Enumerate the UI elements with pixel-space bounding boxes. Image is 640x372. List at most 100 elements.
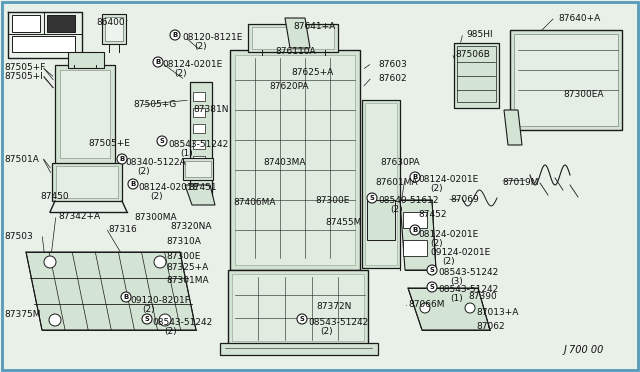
Text: 87625+A: 87625+A <box>291 68 333 77</box>
Text: 87300E: 87300E <box>315 196 349 205</box>
Text: (3): (3) <box>450 277 463 286</box>
Text: 87342+A: 87342+A <box>58 212 100 221</box>
Bar <box>454 43 499 108</box>
Text: 09124-0201E: 09124-0201E <box>430 248 490 257</box>
Text: 87310A: 87310A <box>166 237 201 246</box>
Bar <box>12 15 40 32</box>
Text: (1): (1) <box>180 149 193 158</box>
Bar <box>185 161 211 177</box>
Circle shape <box>49 314 61 326</box>
Text: 87019M: 87019M <box>502 178 538 187</box>
Bar <box>365 103 397 265</box>
Text: 09120-8201F: 09120-8201F <box>130 296 190 305</box>
Text: 87390: 87390 <box>468 292 497 301</box>
Circle shape <box>410 225 420 235</box>
Text: 87450: 87450 <box>40 192 68 201</box>
Text: 08543-51242: 08543-51242 <box>308 318 368 327</box>
Text: 87301MA: 87301MA <box>166 276 209 285</box>
Circle shape <box>142 314 152 324</box>
Circle shape <box>157 136 167 146</box>
Polygon shape <box>504 110 522 145</box>
Circle shape <box>159 314 171 326</box>
Text: S: S <box>145 316 149 322</box>
Circle shape <box>420 303 430 313</box>
Text: 87505+E: 87505+E <box>88 139 130 148</box>
Circle shape <box>170 30 180 40</box>
Text: B: B <box>120 156 125 162</box>
Bar <box>235 55 355 265</box>
Text: 87406MA: 87406MA <box>233 198 275 207</box>
Bar <box>193 124 205 133</box>
Text: (2): (2) <box>150 192 163 201</box>
Circle shape <box>128 179 138 189</box>
Polygon shape <box>26 252 196 330</box>
Bar <box>102 14 126 44</box>
Text: 87372N: 87372N <box>316 302 351 311</box>
Circle shape <box>297 314 307 324</box>
Text: 87640+A: 87640+A <box>558 14 600 23</box>
Text: (2): (2) <box>442 257 454 266</box>
Circle shape <box>44 256 56 268</box>
Text: S: S <box>370 195 374 201</box>
Bar <box>193 92 205 101</box>
Text: (2): (2) <box>320 327 333 336</box>
Circle shape <box>117 154 127 164</box>
Bar <box>193 140 205 149</box>
Text: S: S <box>159 138 164 144</box>
Text: 87602: 87602 <box>378 74 406 83</box>
Text: J 700 00: J 700 00 <box>564 345 604 355</box>
Bar <box>193 108 205 117</box>
Text: 86400: 86400 <box>96 18 125 27</box>
Text: 87069: 87069 <box>450 195 479 204</box>
Text: 08543-51242: 08543-51242 <box>438 285 499 294</box>
Text: S: S <box>429 267 435 273</box>
Bar <box>403 212 427 228</box>
Circle shape <box>367 193 377 203</box>
Text: B: B <box>156 59 161 65</box>
Circle shape <box>410 172 420 182</box>
Bar <box>193 156 205 165</box>
Text: 87320NA: 87320NA <box>170 222 211 231</box>
Text: 08124-0201E: 08124-0201E <box>138 183 198 192</box>
Text: 876110A: 876110A <box>275 47 316 56</box>
Text: (2): (2) <box>390 205 403 214</box>
Text: 87066M: 87066M <box>408 300 445 309</box>
Text: 87381N: 87381N <box>193 105 228 114</box>
Text: (2): (2) <box>174 69 187 78</box>
Text: B: B <box>172 32 178 38</box>
Text: 87501A: 87501A <box>4 155 39 164</box>
Bar <box>403 240 427 256</box>
Bar <box>230 50 360 270</box>
Text: 08543-51242: 08543-51242 <box>152 318 212 327</box>
Text: 08120-8121E: 08120-8121E <box>182 33 243 42</box>
Text: 87630PA: 87630PA <box>380 158 420 167</box>
Bar <box>183 158 213 180</box>
Polygon shape <box>400 200 436 270</box>
Text: B: B <box>412 174 418 180</box>
Text: (2): (2) <box>430 239 443 248</box>
Bar <box>252 27 334 49</box>
Circle shape <box>465 303 475 313</box>
Text: (2): (2) <box>142 305 155 314</box>
Text: 87375M: 87375M <box>4 310 40 319</box>
Text: 87601MA: 87601MA <box>375 178 418 187</box>
Text: 08124-0201E: 08124-0201E <box>418 175 478 184</box>
Text: 08124-0201E: 08124-0201E <box>418 230 478 239</box>
Text: S: S <box>300 316 305 322</box>
Text: 87403MA: 87403MA <box>263 158 305 167</box>
Text: 87300E: 87300E <box>166 252 200 261</box>
Text: 87452: 87452 <box>418 210 447 219</box>
Bar <box>60 70 110 158</box>
Circle shape <box>153 57 163 67</box>
Text: (2): (2) <box>194 42 207 51</box>
Text: 87620PA: 87620PA <box>269 82 308 91</box>
Text: S: S <box>429 284 435 290</box>
Polygon shape <box>408 288 490 330</box>
Bar <box>190 82 212 197</box>
Text: (2): (2) <box>164 327 177 336</box>
Text: 87503: 87503 <box>4 232 33 241</box>
Bar <box>248 24 338 52</box>
Text: 87013+A: 87013+A <box>476 308 518 317</box>
Circle shape <box>427 282 437 292</box>
Text: 87325+A: 87325+A <box>166 263 208 272</box>
